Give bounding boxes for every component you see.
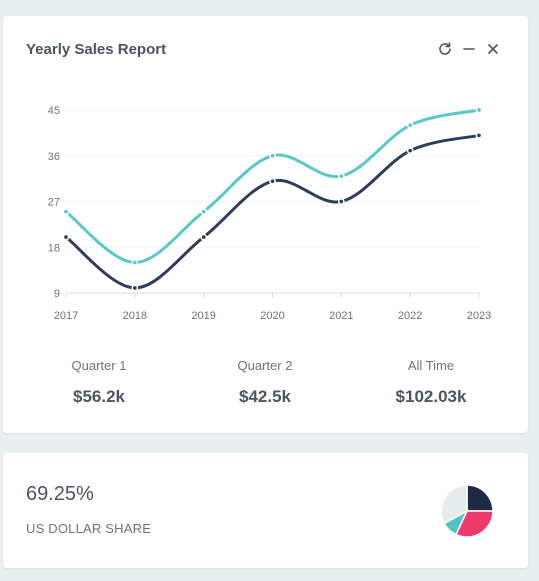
- stat-label: All Time: [407, 358, 455, 373]
- sales-report-card: Yearly Sales Report 9 18 27 36 45 2017 2018 201…: [3, 16, 528, 433]
- share-pie-chart: [440, 484, 494, 538]
- card-title: Yearly Sales Report: [26, 41, 167, 58]
- x-tick-label: 2023: [467, 310, 491, 322]
- stat-value: $42.5k: [239, 387, 291, 406]
- x-tick-label: 2018: [123, 310, 147, 322]
- stat-quarter-2: Quarter 2 $42.5k: [195, 358, 335, 407]
- x-tick-label: 2017: [54, 310, 78, 322]
- series-2-point: [200, 233, 208, 241]
- x-tick-label: 2020: [260, 310, 284, 322]
- series-1-point: [62, 208, 70, 216]
- sales-line-chart: 9 18 27 36 45 2017 2018 2019 2020 2021 2022 2023: [48, 105, 491, 322]
- series-2-point: [62, 233, 70, 241]
- minimize-icon[interactable]: [462, 42, 476, 56]
- series-2-point: [269, 177, 276, 185]
- series-1-point: [131, 259, 139, 266]
- x-tick-label: 2022: [398, 310, 422, 322]
- series-2-point: [406, 147, 414, 155]
- pie-slice-1: [466, 484, 494, 512]
- series-1-point: [200, 208, 208, 216]
- x-tick-label: 2021: [329, 310, 353, 322]
- series-2-point: [131, 284, 139, 292]
- x-tick-label: 2019: [191, 310, 215, 322]
- stat-label: Quarter 2: [237, 358, 293, 373]
- y-tick-label: 36: [48, 151, 60, 163]
- series-1-point: [337, 172, 345, 180]
- close-icon[interactable]: [486, 42, 500, 56]
- series-1-point: [475, 106, 483, 114]
- stat-all-time: All Time $102.03k: [361, 358, 501, 407]
- refresh-icon[interactable]: [438, 42, 452, 56]
- share-label: US DOLLAR SHARE: [26, 521, 152, 536]
- stat-value: $102.03k: [395, 387, 467, 406]
- series-1-line: [64, 108, 481, 265]
- y-tick-label: 45: [48, 105, 60, 117]
- share-percentage: 69.25%: [26, 483, 94, 505]
- currency-share-card: 69.25% US DOLLAR SHARE: [3, 453, 528, 568]
- stats-row: Quarter 1 $56.2k Quarter 2 $42.5k All Ti…: [3, 358, 528, 418]
- y-tick-label: 9: [54, 288, 60, 300]
- series-2-point: [475, 132, 483, 139]
- series-2-point: [337, 198, 345, 205]
- y-tick-label: 18: [48, 242, 60, 254]
- series-1-point: [269, 152, 276, 160]
- card-toolbar: [438, 42, 500, 56]
- pie-slice-2: [454, 510, 494, 538]
- stat-quarter-1: Quarter 1 $56.2k: [29, 358, 169, 407]
- y-tick-label: 27: [48, 197, 60, 209]
- stat-value: $56.2k: [73, 387, 125, 406]
- series-1-point: [406, 121, 414, 129]
- pie-slice-4: [440, 484, 468, 525]
- stat-label: Quarter 1: [71, 358, 127, 373]
